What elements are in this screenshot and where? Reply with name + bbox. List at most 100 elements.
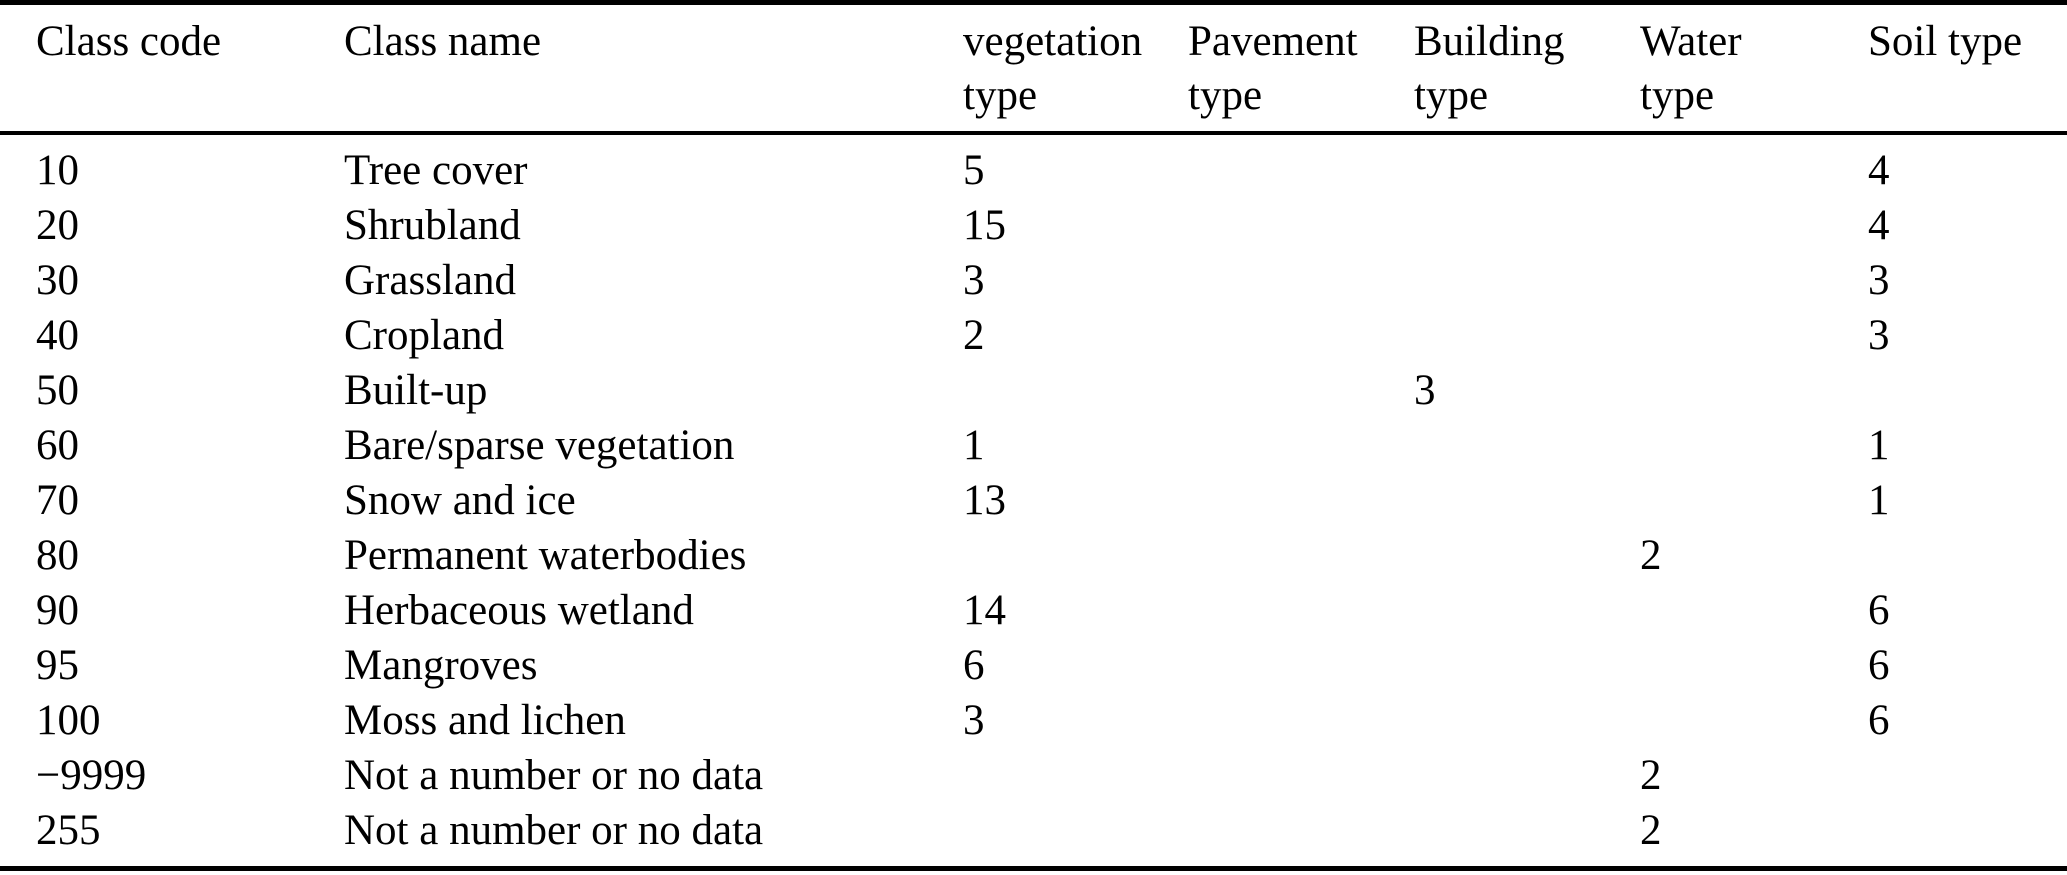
table-row: 30 Grassland 3 3 [0, 253, 2067, 308]
table-row: 60 Bare/sparse vegetation 1 1 [0, 418, 2067, 473]
cell-class-code: 70 [36, 476, 79, 524]
cell-water-type [1640, 473, 1868, 528]
column-header-vegetation-type: vegetation type [963, 2, 1188, 135]
cell-soil-type: 4 [1868, 201, 1890, 249]
cell-building-type [1414, 418, 1640, 473]
cell-pavement-type [1188, 473, 1414, 528]
cell-class-code: 40 [36, 311, 79, 359]
cell-building-type [1414, 473, 1640, 528]
cell-pavement-type [1188, 748, 1414, 803]
cell-class-code: 20 [36, 201, 79, 249]
cell-water-type: 2 [1640, 751, 1662, 799]
cell-soil-type: 6 [1868, 641, 1890, 689]
cell-pavement-type [1188, 198, 1414, 253]
cell-vegetation-type [963, 803, 1188, 869]
cell-class-code: 30 [36, 256, 79, 304]
column-header-class-code: Class code [0, 2, 344, 135]
cell-class-name: Cropland [344, 311, 505, 359]
cell-class-name: Not a number or no data [344, 751, 764, 799]
table-row: 95 Mangroves 6 6 [0, 638, 2067, 693]
cell-class-code: 100 [36, 696, 101, 744]
cell-class-name: Built-up [344, 366, 488, 414]
cell-water-type [1640, 253, 1868, 308]
cell-building-type [1414, 528, 1640, 583]
cell-pavement-type [1188, 638, 1414, 693]
cell-class-name: Grassland [344, 256, 516, 304]
table-row: −9999 Not a number or no data 2 [0, 748, 2067, 803]
cell-class-name: Bare/sparse vegetation [344, 421, 735, 469]
cell-soil-type [1868, 528, 2067, 583]
table-row: 40 Cropland 2 3 [0, 308, 2067, 363]
cell-building-type [1414, 253, 1640, 308]
table-header: Class code Class name vegetation type Pa… [0, 2, 2067, 135]
cell-building-type [1414, 638, 1640, 693]
cell-soil-type [1868, 748, 2067, 803]
cell-vegetation-type [963, 748, 1188, 803]
table-row: 20 Shrubland 15 4 [0, 198, 2067, 253]
cell-soil-type: 1 [1868, 476, 1890, 524]
column-header-pavement-type: Pavement type [1188, 2, 1414, 135]
cell-vegetation-type: 3 [963, 256, 985, 304]
table-body: 10 Tree cover 5 4 20 Shrubland 15 4 30 Grassland 3… [0, 133, 2067, 869]
cell-class-name: Shrubland [344, 201, 521, 249]
column-header-soil-type: Soil type [1868, 2, 2067, 135]
cell-pavement-type [1188, 693, 1414, 748]
cell-class-name: Mangroves [344, 641, 538, 689]
cell-class-name: Snow and ice [344, 476, 576, 524]
cell-vegetation-type: 1 [963, 421, 985, 469]
cell-class-code: 90 [36, 586, 79, 634]
cell-vegetation-type: 15 [963, 201, 1006, 249]
cell-vegetation-type [963, 363, 1188, 418]
cell-class-name: Tree cover [344, 146, 528, 194]
cell-class-name: Not a number or no data [344, 806, 764, 854]
cell-pavement-type [1188, 133, 1414, 198]
cell-building-type: 3 [1414, 366, 1436, 414]
cell-water-type [1640, 133, 1868, 198]
cell-building-type [1414, 803, 1640, 869]
cell-class-code: −9999 [36, 751, 147, 799]
cell-vegetation-type: 3 [963, 696, 985, 744]
table-row: 10 Tree cover 5 4 [0, 133, 2067, 198]
cell-building-type [1414, 133, 1640, 198]
cell-pavement-type [1188, 253, 1414, 308]
cell-building-type [1414, 308, 1640, 363]
cell-vegetation-type [963, 528, 1188, 583]
cell-class-code: 50 [36, 366, 79, 414]
cell-building-type [1414, 748, 1640, 803]
cell-water-type [1640, 583, 1868, 638]
cell-water-type [1640, 308, 1868, 363]
cell-class-code: 80 [36, 531, 79, 579]
table-row: 90 Herbaceous wetland 14 6 [0, 583, 2067, 638]
cell-vegetation-type: 13 [963, 476, 1006, 524]
cell-water-type [1640, 198, 1868, 253]
cell-soil-type: 6 [1868, 586, 1890, 634]
column-header-class-name: Class name [344, 2, 963, 135]
cell-class-name: Permanent waterbodies [344, 531, 747, 579]
cell-water-type: 2 [1640, 531, 1662, 579]
cell-class-name: Moss and lichen [344, 696, 626, 744]
cell-building-type [1414, 583, 1640, 638]
cell-pavement-type [1188, 583, 1414, 638]
header-row: Class code Class name vegetation type Pa… [0, 2, 2067, 135]
cell-pavement-type [1188, 528, 1414, 583]
cell-soil-type: 4 [1868, 146, 1890, 194]
cell-vegetation-type: 2 [963, 311, 985, 359]
table-row: 70 Snow and ice 13 1 [0, 473, 2067, 528]
cell-water-type [1640, 693, 1868, 748]
cell-building-type [1414, 693, 1640, 748]
cell-building-type [1414, 198, 1640, 253]
cell-soil-type: 6 [1868, 696, 1890, 744]
table-row: 80 Permanent waterbodies 2 [0, 528, 2067, 583]
cell-class-code: 95 [36, 641, 79, 689]
table-row: 100 Moss and lichen 3 6 [0, 693, 2067, 748]
cell-soil-type [1868, 803, 2067, 869]
cell-soil-type: 3 [1868, 311, 1890, 359]
cell-class-code: 10 [36, 146, 79, 194]
cell-water-type [1640, 363, 1868, 418]
table-row: 50 Built-up 3 [0, 363, 2067, 418]
cell-soil-type: 1 [1868, 421, 1890, 469]
cell-water-type [1640, 638, 1868, 693]
cell-vegetation-type: 14 [963, 586, 1006, 634]
cell-class-code: 60 [36, 421, 79, 469]
